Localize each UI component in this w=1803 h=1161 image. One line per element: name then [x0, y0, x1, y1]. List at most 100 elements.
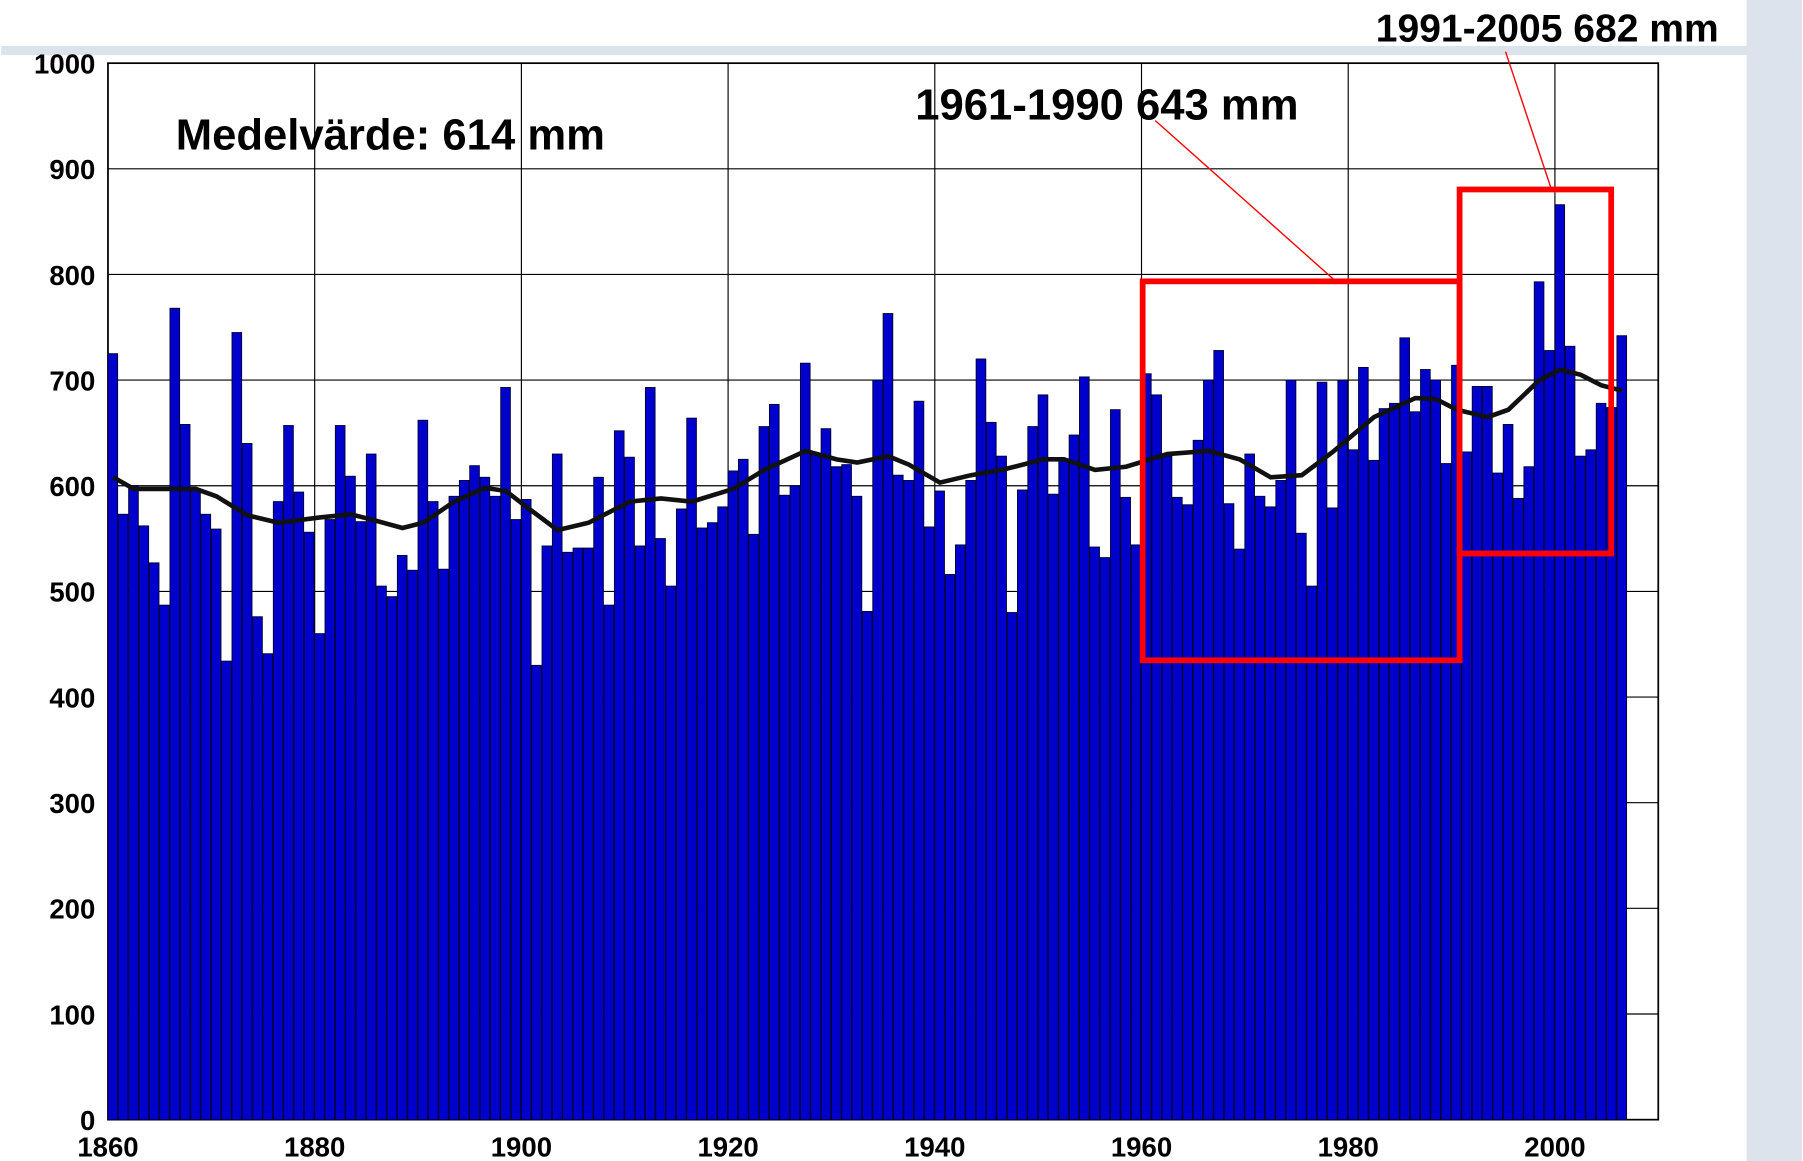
bar: [1161, 455, 1173, 1121]
bar: [386, 596, 398, 1121]
bar: [1347, 449, 1359, 1121]
bar: [1564, 345, 1576, 1121]
bar: [696, 527, 708, 1121]
bar: [427, 501, 439, 1121]
bar: [1296, 532, 1307, 1121]
bar: [489, 495, 501, 1121]
bar: [665, 585, 677, 1121]
bar: [1275, 480, 1286, 1121]
bar: [1089, 546, 1100, 1121]
bar: [686, 417, 697, 1121]
x-tick-label: 1880: [284, 1131, 345, 1161]
bar: [1151, 394, 1162, 1121]
bar: [1585, 449, 1597, 1121]
bar: [1223, 503, 1235, 1121]
bar: [934, 490, 945, 1121]
bar: [851, 495, 863, 1121]
bar: [1492, 472, 1504, 1121]
bar: [1409, 411, 1421, 1121]
bar: [1575, 455, 1586, 1121]
bar: [1399, 337, 1410, 1121]
bar: [582, 547, 594, 1121]
bar: [1337, 379, 1348, 1121]
bar: [1037, 394, 1049, 1121]
bar: [531, 664, 542, 1121]
bar: [1544, 350, 1555, 1121]
y-tick-label: 900: [49, 154, 95, 185]
y-tick-label: 700: [49, 365, 95, 396]
bar: [789, 485, 801, 1121]
bar: [365, 453, 377, 1121]
bar: [200, 513, 212, 1121]
bar: [882, 313, 894, 1121]
bar: [324, 519, 336, 1121]
bar: [1265, 506, 1276, 1121]
leader-line: [1504, 51, 1553, 190]
bar: [861, 611, 873, 1121]
bar: [1182, 504, 1193, 1121]
bar: [376, 585, 387, 1121]
smoothed-line: [112, 367, 1623, 533]
bar: [1254, 495, 1266, 1121]
y-tick-label: 500: [49, 577, 95, 608]
bar: [231, 332, 243, 1121]
bar: [293, 491, 305, 1121]
bar: [1244, 453, 1255, 1121]
bar: [1430, 379, 1442, 1121]
x-tick-label: 1920: [697, 1131, 758, 1161]
bar: [355, 521, 367, 1121]
bar: [1461, 451, 1473, 1121]
x-tick-label: 1980: [1318, 1131, 1379, 1161]
bar: [417, 419, 429, 1121]
bar: [128, 485, 139, 1121]
y-tick-label: 300: [49, 788, 95, 819]
bar: [1192, 439, 1204, 1121]
y-tick-label: 400: [49, 682, 95, 713]
bar: [913, 400, 925, 1121]
bar: [438, 568, 449, 1121]
bar: [903, 480, 914, 1121]
bar: [221, 660, 232, 1121]
bar: [717, 506, 728, 1121]
y-tick-label: 800: [49, 260, 95, 291]
bar: [551, 453, 563, 1121]
bar: [541, 545, 553, 1121]
bar: [179, 424, 191, 1121]
bar: [190, 488, 201, 1121]
bar: [706, 522, 718, 1121]
bar: [841, 464, 852, 1121]
bar: [830, 466, 842, 1121]
bar: [1234, 548, 1245, 1121]
bar: [758, 426, 770, 1121]
bar: [1482, 385, 1493, 1121]
bar: [975, 358, 987, 1121]
bar: [748, 533, 759, 1121]
bar: [1471, 385, 1483, 1121]
bar: [675, 508, 687, 1121]
bar: [1378, 408, 1390, 1121]
bar: [1058, 458, 1069, 1121]
bar: [1285, 379, 1297, 1121]
bar: [655, 538, 666, 1121]
bar: [303, 531, 315, 1121]
bar: [944, 574, 956, 1121]
bar: [334, 425, 346, 1121]
bar: [520, 499, 532, 1121]
bar: [272, 501, 284, 1121]
y-tick-label: 600: [49, 471, 95, 502]
bar: [262, 653, 274, 1121]
bar: [283, 425, 294, 1121]
x-tick-label: 1900: [491, 1131, 552, 1161]
bar: [1306, 585, 1317, 1121]
bar: [593, 476, 604, 1121]
bar: [727, 470, 739, 1121]
bar: [1203, 379, 1214, 1121]
bar: [1451, 364, 1462, 1121]
bar: [634, 545, 646, 1121]
bar: [562, 551, 573, 1121]
leader-line: [1154, 120, 1334, 280]
bar: [469, 465, 480, 1121]
x-tick-label: 2000: [1524, 1131, 1585, 1161]
bar: [1172, 496, 1183, 1121]
